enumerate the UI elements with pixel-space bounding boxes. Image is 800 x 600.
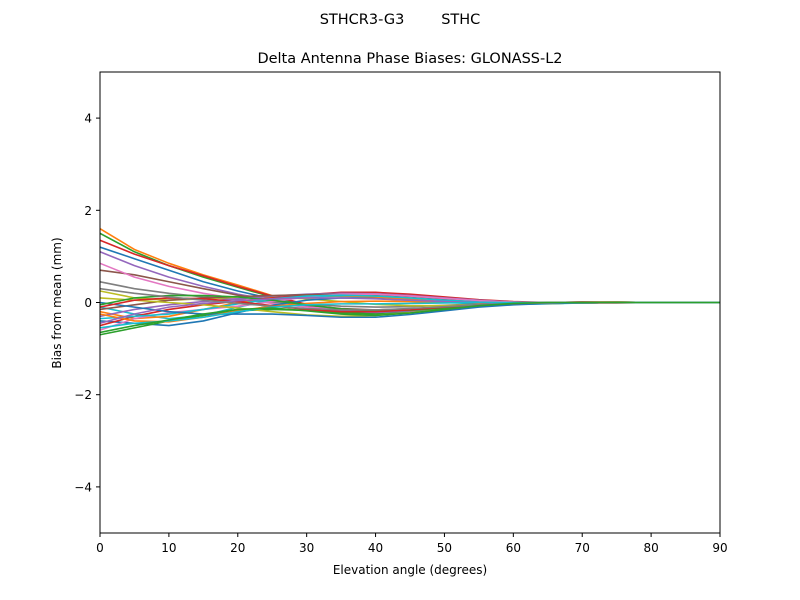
x-tick-label: 40: [368, 541, 383, 555]
y-axis-ticks: −4 −2 0 2 4: [74, 112, 100, 494]
x-tick-label: 50: [437, 541, 452, 555]
x-tick-label: 20: [230, 541, 245, 555]
x-tick-label: 0: [96, 541, 104, 555]
x-axis-ticks: 0 10 20 30 40 50 60 70 80 90: [96, 533, 728, 555]
x-tick-label: 90: [712, 541, 727, 555]
y-axis-label: Bias from mean (mm): [50, 237, 64, 368]
x-tick-label: 80: [643, 541, 658, 555]
y-tick-label: 0: [84, 296, 92, 310]
chart-suptitle: STHCR3-G3 STHC: [320, 12, 481, 28]
series-lines: [100, 228, 720, 336]
series-line-27: [100, 301, 720, 334]
x-tick-label: 10: [161, 541, 176, 555]
y-tick-label: 2: [84, 204, 92, 218]
x-tick-label: 30: [299, 541, 314, 555]
x-axis-label: Elevation angle (degrees): [333, 563, 487, 577]
x-tick-label: 70: [575, 541, 590, 555]
chart-title: Delta Antenna Phase Biases: GLONASS-L2: [257, 51, 562, 67]
y-tick-label: −2: [74, 388, 92, 402]
x-tick-label: 60: [506, 541, 521, 555]
y-tick-label: 4: [84, 112, 92, 126]
y-tick-label: −4: [74, 480, 92, 494]
